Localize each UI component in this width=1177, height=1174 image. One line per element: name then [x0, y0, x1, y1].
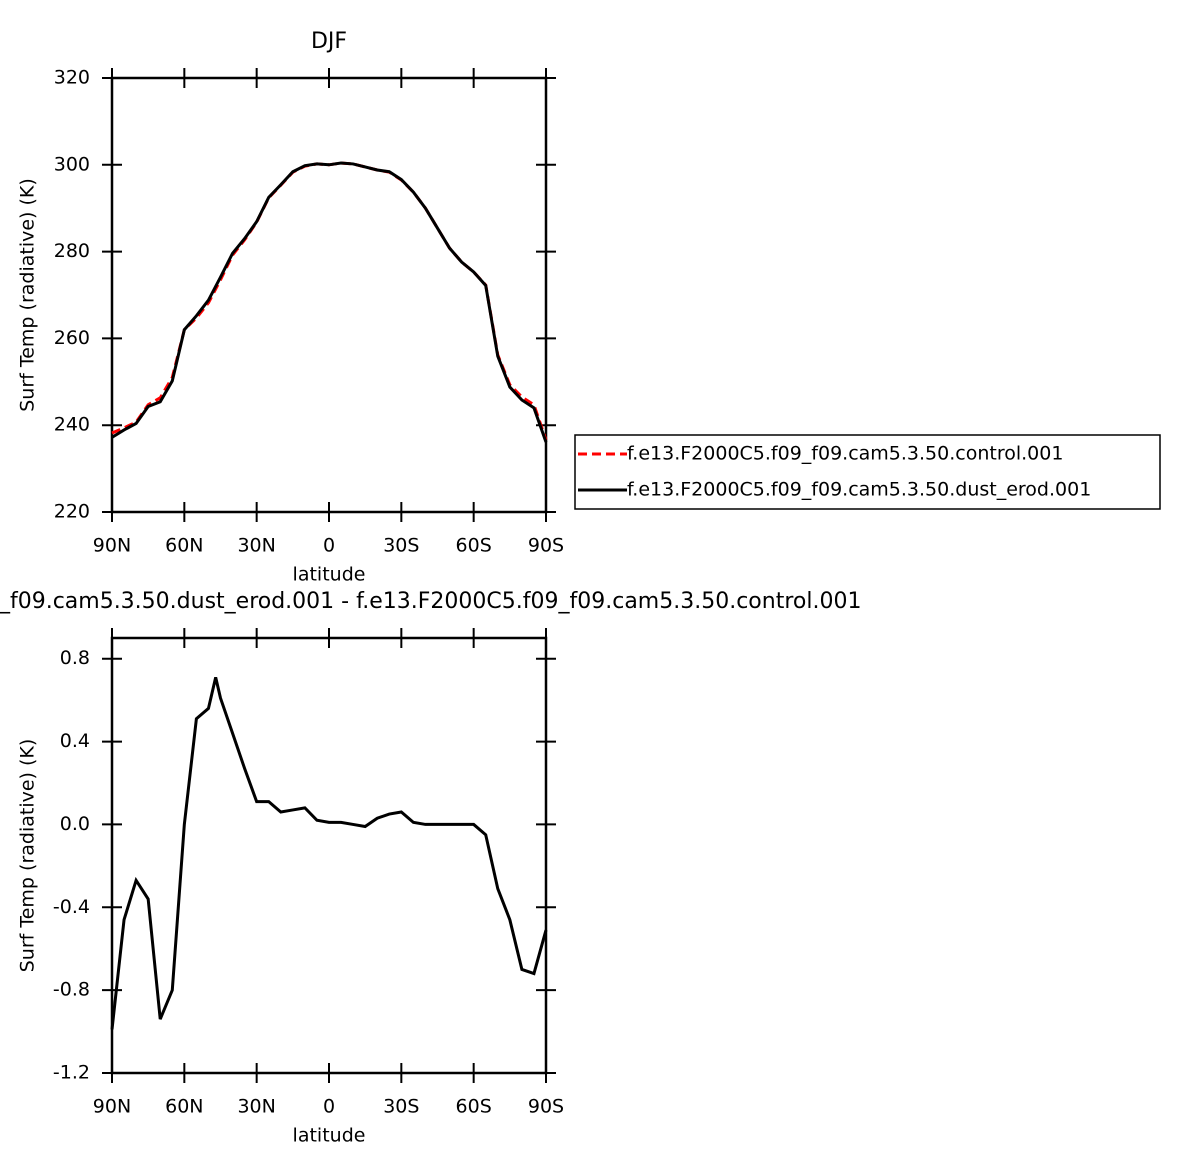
x-tick-label: 30S: [383, 1096, 419, 1118]
legend-label: f.e13.F2000C5.f09_f09.cam5.3.50.dust_ero…: [627, 479, 1091, 501]
plot-frame: [110, 76, 548, 514]
plot-frame: [110, 636, 548, 1075]
y-tick-label: -1.2: [53, 1062, 90, 1084]
y-tick-label: 240: [54, 414, 90, 436]
chart-title: f.e13.F2000C5.f09_f09.cam5.3.50.dust_ero…: [0, 589, 861, 614]
x-axis-label: latitude: [293, 1125, 366, 1147]
x-axis-label: latitude: [293, 564, 366, 586]
y-axis-label: Surf Temp (radiative) (K): [17, 178, 39, 412]
x-tick-label: 60S: [456, 535, 492, 557]
y-tick-label: 260: [54, 327, 90, 349]
y-tick-label: 320: [54, 67, 90, 89]
x-tick-label: 60N: [165, 535, 203, 557]
x-tick-label: 0: [323, 1096, 335, 1118]
y-tick-label: 220: [54, 501, 90, 523]
y-axis-label: Surf Temp (radiative) (K): [17, 739, 39, 973]
x-tick-label: 90S: [528, 1096, 564, 1118]
y-tick-label: -0.8: [53, 979, 90, 1001]
data-line: [111, 161, 548, 441]
y-tick-label: 0.8: [60, 647, 90, 669]
legend-box: [574, 434, 1161, 510]
x-tick-label: 90N: [93, 535, 131, 557]
y-tick-label: 280: [54, 240, 90, 262]
x-tick-label: 90N: [93, 1096, 131, 1118]
x-tick-label: 60N: [165, 1096, 203, 1118]
y-tick-label: 0.4: [60, 730, 90, 752]
x-tick-label: 60S: [456, 1096, 492, 1118]
x-tick-label: 90S: [528, 535, 564, 557]
data-line: [111, 161, 548, 443]
x-tick-label: 30S: [383, 535, 419, 557]
x-tick-label: 30N: [237, 535, 275, 557]
data-line: [110, 677, 548, 1030]
y-tick-label: 300: [54, 153, 90, 175]
x-tick-label: 30N: [237, 1096, 275, 1118]
y-tick-label: 0.0: [60, 813, 90, 835]
y-tick-label: -0.4: [53, 896, 90, 918]
chart-title: DJF: [311, 29, 347, 54]
x-tick-label: 0: [323, 535, 335, 557]
legend-label: f.e13.F2000C5.f09_f09.cam5.3.50.control.…: [627, 443, 1063, 465]
